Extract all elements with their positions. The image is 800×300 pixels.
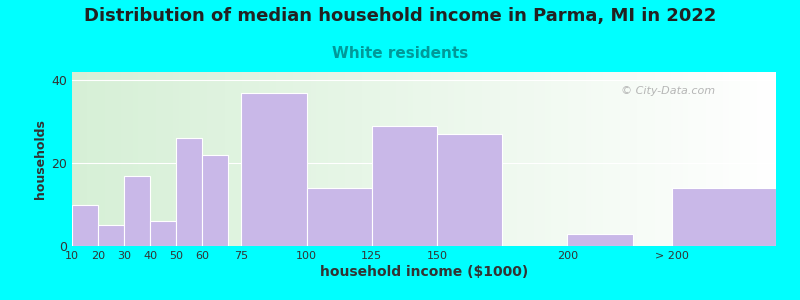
Bar: [176, 138, 202, 246]
Bar: [202, 155, 229, 246]
Bar: [124, 176, 150, 246]
Bar: [150, 221, 176, 246]
Bar: [437, 134, 502, 246]
Text: © City-Data.com: © City-Data.com: [621, 86, 715, 96]
X-axis label: household income ($1000): household income ($1000): [320, 265, 528, 279]
Bar: [372, 126, 437, 246]
Bar: [567, 234, 633, 246]
Text: Distribution of median household income in Parma, MI in 2022: Distribution of median household income …: [84, 8, 716, 26]
Bar: [306, 188, 372, 246]
Y-axis label: households: households: [34, 119, 47, 199]
Bar: [98, 225, 124, 246]
Bar: [72, 205, 98, 246]
Bar: [672, 188, 776, 246]
Bar: [242, 93, 306, 246]
Text: White residents: White residents: [332, 46, 468, 62]
